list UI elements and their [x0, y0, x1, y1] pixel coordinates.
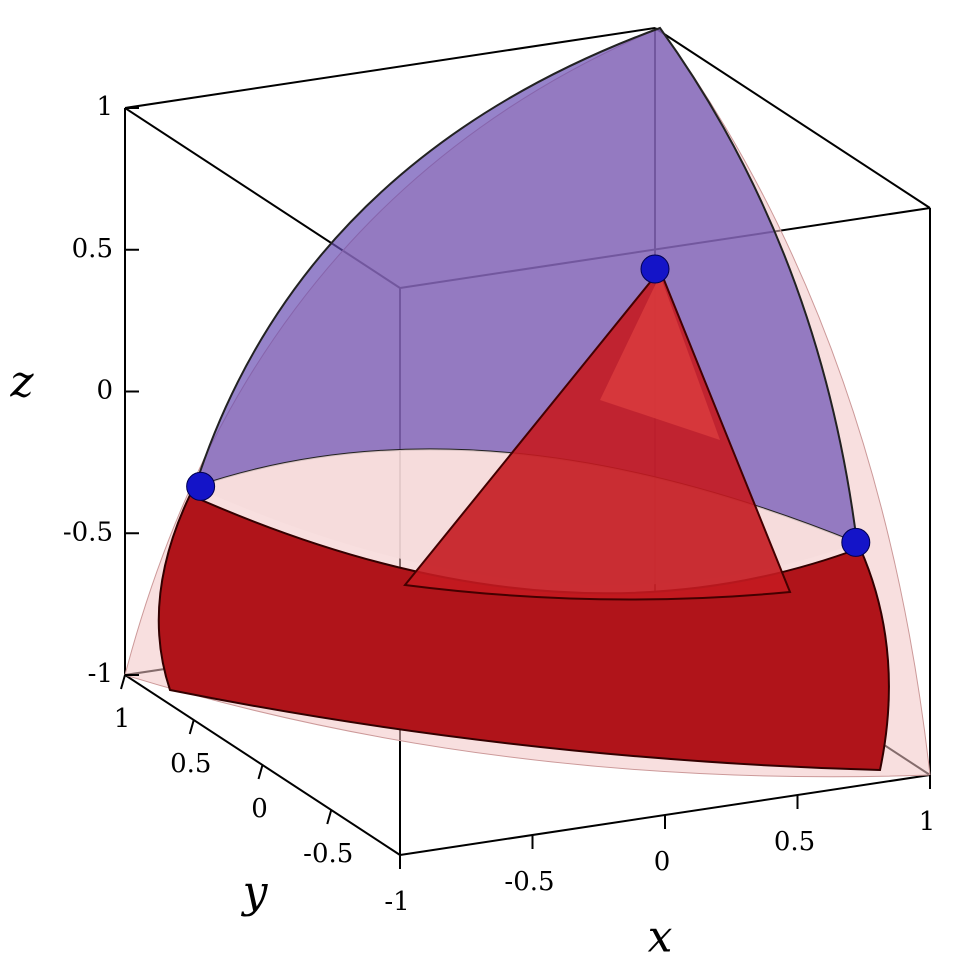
surface	[124, 26, 931, 778]
inner-cone-tip	[600, 275, 720, 440]
z-tick-label: -0.5	[63, 517, 113, 547]
point	[841, 527, 871, 557]
x-tick-label: 0	[654, 847, 671, 877]
point	[186, 471, 216, 501]
z-tick-label: 0	[96, 376, 113, 406]
z-tick-label: 0.5	[72, 234, 113, 264]
y-tick-label: -0.5	[303, 839, 353, 869]
y-axis-label: y	[241, 867, 269, 918]
inner-cone	[403, 268, 792, 601]
point	[640, 254, 670, 284]
y-tick	[257, 764, 264, 780]
x-tick-label: -1	[384, 887, 409, 917]
z-tick-label: -1	[88, 659, 113, 689]
y-tick-label: 0	[251, 794, 268, 824]
axes: -1-0.500.51-0.500.51-1-0.500.51	[63, 92, 935, 917]
y-tick	[188, 719, 195, 735]
y-tick	[326, 809, 333, 825]
y-tick-label: 1	[114, 704, 131, 734]
x-tick-label: 0.5	[774, 827, 815, 857]
points	[186, 254, 871, 557]
box-edge	[654, 27, 931, 209]
z-axis-label: z	[9, 357, 34, 408]
z-tick-label: 1	[96, 92, 113, 122]
y-tick	[120, 674, 126, 690]
x-tick-label: 1	[919, 807, 936, 837]
x-axis-label: x	[648, 912, 673, 963]
x-tick-label: -0.5	[504, 867, 554, 897]
box-edge	[124, 27, 656, 109]
y-tick-label: 0.5	[170, 749, 211, 779]
